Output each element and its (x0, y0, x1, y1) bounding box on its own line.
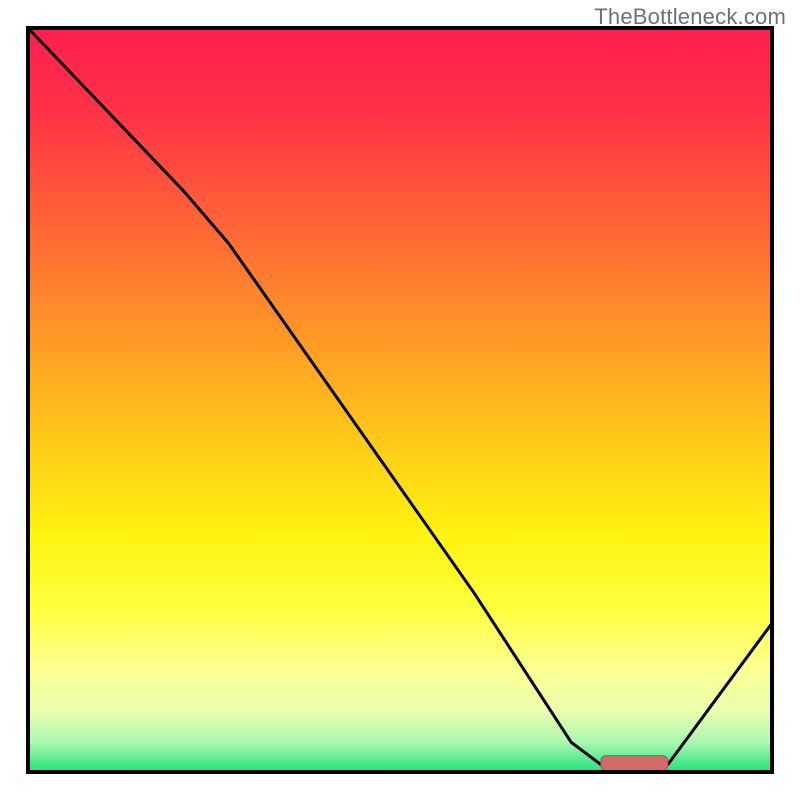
optimal-range-marker (601, 756, 668, 771)
chart-background (28, 28, 772, 772)
chart-container: TheBottleneck.com (0, 0, 800, 800)
bottleneck-chart (0, 0, 800, 800)
